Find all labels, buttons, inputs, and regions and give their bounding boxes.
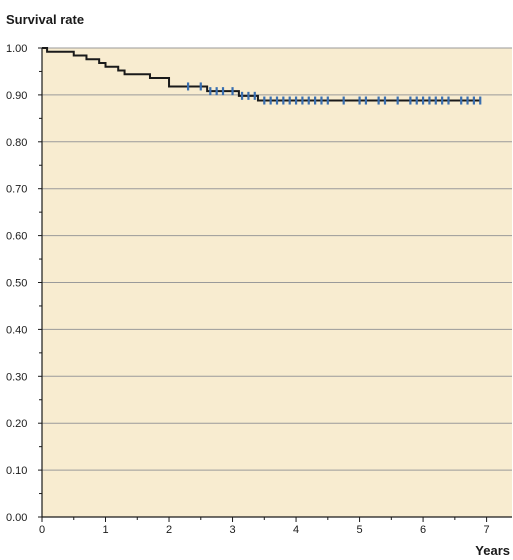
x-axis-title: Years — [475, 543, 510, 558]
grid-lines — [42, 47, 512, 471]
y-tick-label: 0.00 — [6, 512, 27, 524]
x-tick-label: 7 — [484, 524, 490, 536]
y-tick-label: 0.80 — [6, 137, 27, 149]
y-tick-label: 0.50 — [6, 278, 27, 290]
y-axis-title: Survival rate — [6, 12, 84, 27]
tick-labels: 0.00 0.10 0.20 0.30 0.40 0.50 0.60 0.70 0.80 0.90… — [6, 43, 490, 536]
x-tick-label: 0 — [39, 524, 45, 536]
x-tick-label: 1 — [102, 524, 108, 536]
y-tick-label: 0.30 — [6, 371, 27, 383]
y-tick-label: 0.70 — [6, 184, 27, 196]
x-tick-label: 3 — [229, 524, 235, 536]
tick-marks — [38, 47, 488, 522]
survival-step-line — [42, 47, 481, 102]
y-tick-label: 1.00 — [6, 43, 27, 55]
x-tick-label: 5 — [357, 524, 363, 536]
x-tick-label: 6 — [420, 524, 426, 536]
y-tick-label: 0.90 — [6, 90, 27, 102]
x-tick-label: 4 — [293, 524, 299, 536]
censored-marks — [186, 82, 482, 105]
y-tick-label: 0.20 — [6, 418, 27, 430]
y-tick-label: 0.40 — [6, 324, 27, 336]
y-tick-label: 0.60 — [6, 231, 27, 243]
x-tick-label: 2 — [166, 524, 172, 536]
y-tick-label: 0.10 — [6, 465, 27, 477]
